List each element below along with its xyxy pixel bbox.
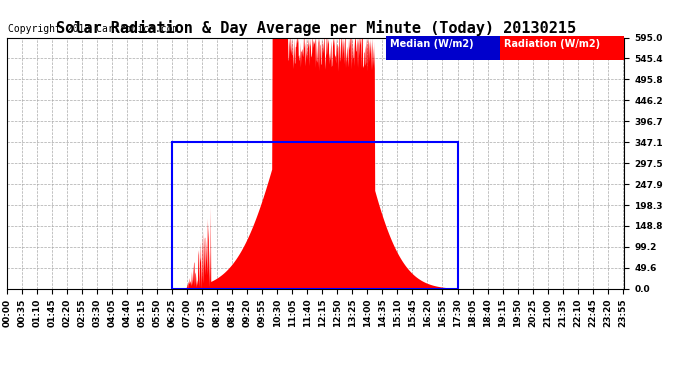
Bar <box>172 142 457 289</box>
Title: Solar Radiation & Day Average per Minute (Today) 20130215: Solar Radiation & Day Average per Minute… <box>56 20 575 36</box>
Text: Copyright 2013 Cartronics.com: Copyright 2013 Cartronics.com <box>8 24 179 34</box>
Text: Median (W/m2): Median (W/m2) <box>390 39 473 49</box>
Text: Radiation (W/m2): Radiation (W/m2) <box>504 39 600 49</box>
